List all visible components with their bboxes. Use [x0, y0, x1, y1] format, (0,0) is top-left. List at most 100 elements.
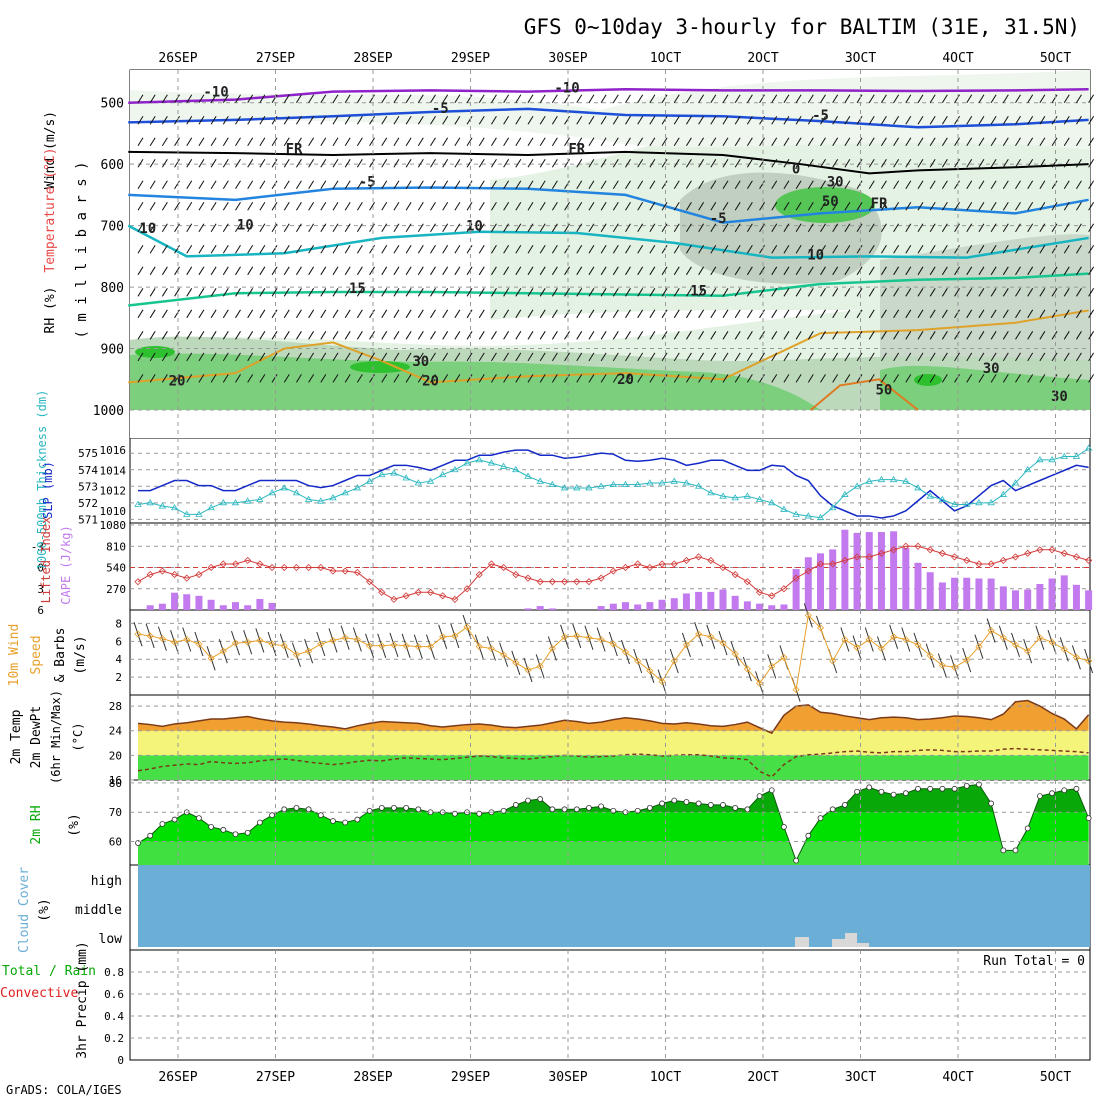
low-cloud-4 — [857, 943, 869, 947]
rh2m-point — [305, 806, 312, 813]
upper-wind-barb — [393, 352, 400, 362]
upper-wind-barb — [600, 180, 607, 190]
li-point — [500, 563, 508, 572]
upper-wind-barb — [990, 137, 997, 147]
thickness-point — [158, 502, 167, 509]
upper-wind-barb — [905, 266, 912, 276]
upper-wind-barb — [235, 331, 241, 340]
wind-speed-point — [219, 647, 227, 655]
upper-wind-barb — [1088, 115, 1095, 125]
thickness-point — [1036, 456, 1044, 463]
upper-wind-barb — [161, 309, 168, 319]
upper-wind-barb — [649, 266, 656, 276]
upper-wind-barb — [673, 115, 680, 125]
upper-wind-barb — [625, 202, 631, 211]
wind-speed-point — [146, 632, 154, 640]
li-point — [975, 560, 983, 568]
upper-wind-barb — [978, 266, 985, 276]
upper-wind-barb — [649, 115, 656, 125]
thickness-point — [292, 489, 301, 496]
upper-wind-barb — [893, 331, 900, 340]
upper-wind-barb — [417, 180, 424, 190]
upper-wind-barb — [515, 374, 522, 383]
li-point — [695, 553, 703, 561]
upper-wind-barb — [673, 374, 680, 383]
thickness-ytick: 575 — [78, 447, 98, 460]
upper-wind-barb — [356, 309, 363, 319]
upper-wind-barb — [1063, 331, 1070, 340]
upper-wind-barb — [1051, 374, 1058, 383]
upper-wind-barb — [551, 137, 558, 147]
contour-label: 20 — [169, 373, 186, 389]
upper-wind-barb — [1063, 288, 1070, 297]
upper-wind-barb — [308, 202, 315, 211]
cape-bar — [183, 594, 191, 610]
upper-wind-barb — [820, 180, 826, 190]
upper-wind-barb — [1051, 223, 1058, 233]
thickness-point — [633, 480, 642, 488]
upper-wind-barb — [649, 94, 656, 103]
rh2m-point — [415, 806, 422, 813]
upper-wind-barb — [893, 202, 900, 211]
upper-wind-barb — [210, 115, 217, 125]
upper-wind-barb — [941, 352, 948, 362]
upper-wind-barb — [710, 223, 717, 233]
upper-wind-barb — [771, 158, 778, 168]
thickness-point — [353, 484, 362, 491]
rh2m-point — [269, 812, 275, 819]
upper-wind-barb — [844, 180, 851, 190]
wind-speed-point — [353, 635, 361, 644]
cape-bar — [902, 547, 910, 610]
thickness-point — [134, 500, 142, 507]
cape-bar — [670, 598, 678, 610]
upper-wind-barb — [344, 288, 351, 297]
upper-wind-barb — [856, 115, 863, 125]
upper-wind-barb — [673, 94, 680, 103]
upper-wind-barb — [527, 374, 534, 383]
li-point — [280, 563, 288, 572]
precip-ytick: 0.8 — [104, 966, 124, 979]
upper-wind-barb — [430, 266, 436, 276]
upper-wind-barb — [783, 115, 790, 125]
li-point — [487, 560, 496, 568]
upper-wind-barb — [1051, 158, 1058, 168]
upper-wind-barb — [686, 158, 692, 168]
upper-wind-barb — [954, 180, 960, 190]
wind-speed-point — [183, 635, 191, 644]
upper-wind-barb — [576, 331, 583, 340]
upper-wind-barb — [296, 352, 302, 362]
upper-wind-barb — [430, 245, 436, 254]
li-point — [219, 560, 227, 568]
upper-wind-barb — [539, 309, 546, 319]
rh2m-point — [915, 785, 921, 792]
upper-wind-barb — [1063, 245, 1070, 254]
wind-ylabel-2: Speed — [29, 635, 44, 674]
upper-wind-barb — [405, 180, 412, 190]
upper-wind-barb — [1027, 352, 1034, 362]
upper-wind-barb — [612, 309, 619, 319]
upper-wind-barb — [893, 309, 900, 319]
upper-wind-barb — [515, 245, 522, 254]
upper-wind-barb — [588, 202, 595, 211]
upper-wind-barb — [198, 137, 205, 147]
thickness-point — [682, 479, 691, 486]
upper-wind-barb — [1002, 223, 1009, 233]
upper-wind-barb — [1027, 223, 1034, 233]
upper-wind-barb — [222, 158, 229, 168]
upper-wind-barb — [795, 137, 802, 147]
thickness-point — [1084, 444, 1093, 451]
upper-wind-barb — [491, 180, 497, 190]
cape-bar — [622, 602, 629, 610]
upper-wind-barb — [442, 288, 449, 297]
upper-wind-barb — [588, 180, 595, 190]
wind-speed-point — [573, 632, 581, 640]
upper-wind-barb — [527, 94, 534, 103]
wind-speed-point — [634, 657, 642, 665]
upper-wind-barb — [405, 288, 412, 297]
upper-wind-barb — [405, 94, 412, 103]
li-point — [804, 567, 812, 575]
rh2m-point — [817, 815, 824, 822]
thickness-point — [536, 477, 544, 484]
contour-label: FR — [286, 142, 303, 158]
upper-wind-barb — [161, 266, 168, 276]
